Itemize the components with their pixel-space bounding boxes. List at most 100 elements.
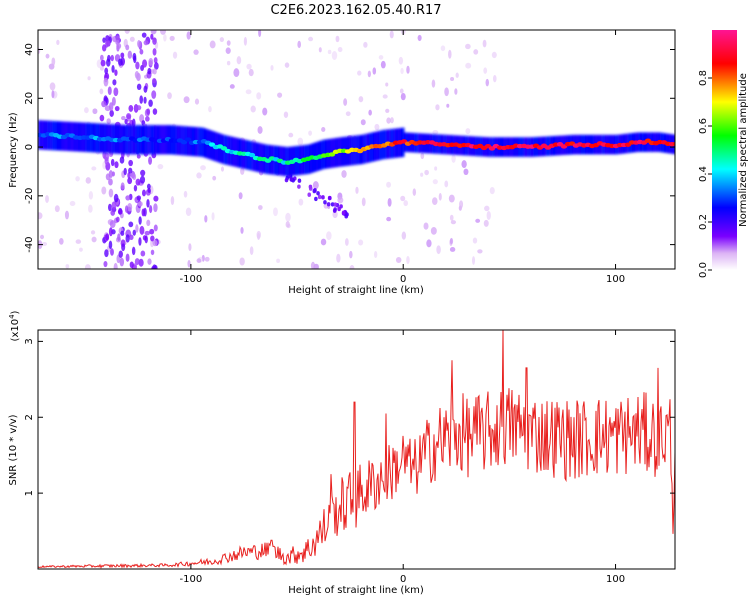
noise-speck xyxy=(386,117,391,124)
ridge-cell xyxy=(180,139,188,145)
noise-speck xyxy=(142,235,147,241)
noise-speck xyxy=(152,48,157,56)
ridge-cell xyxy=(248,152,256,158)
noise-speck xyxy=(472,237,478,244)
noise-speck xyxy=(135,178,141,186)
noise-speck xyxy=(380,60,386,69)
noise-speck xyxy=(357,70,362,76)
noise-speck xyxy=(284,177,289,183)
noise-speck xyxy=(109,220,116,228)
noise-speck xyxy=(54,205,60,213)
noise-speck xyxy=(163,34,167,42)
noise-speck xyxy=(317,194,322,200)
noise-speck xyxy=(131,118,136,128)
snr-panel: -100 0 100 1 2 3 Height of straight line (km… xyxy=(8,310,676,596)
noise-speck xyxy=(79,247,83,252)
noise-speck xyxy=(248,68,254,77)
noise-speck xyxy=(91,166,97,171)
noise-speck xyxy=(132,229,137,236)
noise-speck xyxy=(482,39,487,48)
noise-speck xyxy=(389,30,394,39)
noise-speck xyxy=(147,67,152,75)
noise-speck xyxy=(187,259,191,268)
noise-speck xyxy=(262,107,268,116)
noise-speck xyxy=(148,99,153,107)
colorbar-tick-label: 0.4 xyxy=(698,166,709,182)
noise-speck xyxy=(134,71,139,79)
colorbar-label: Normalized spectral amplitude xyxy=(738,73,749,227)
noise-speck xyxy=(448,194,455,203)
noise-speck xyxy=(120,182,125,190)
noise-speck xyxy=(257,126,263,134)
noise-speck xyxy=(117,233,121,241)
ridge-cell xyxy=(328,152,336,157)
noise-speck xyxy=(204,215,208,223)
noise-speck xyxy=(146,183,151,190)
noise-speck xyxy=(448,49,452,59)
noise-speck xyxy=(245,89,252,95)
noise-speck xyxy=(297,40,302,49)
noise-speck xyxy=(450,76,455,81)
snr-line xyxy=(38,330,675,569)
noise-speck xyxy=(121,116,126,121)
noise-speck xyxy=(127,172,131,179)
noise-speck xyxy=(140,250,146,257)
noise-speck xyxy=(145,116,150,122)
noise-speck xyxy=(310,261,316,269)
noise-speck xyxy=(400,195,406,202)
noise-speck xyxy=(136,195,142,201)
snr-frame xyxy=(37,329,676,570)
noise-speck xyxy=(113,87,119,97)
noise-speck xyxy=(124,30,130,34)
noise-speck xyxy=(308,36,314,42)
noise-speck xyxy=(341,210,346,215)
noise-speck xyxy=(119,156,125,164)
noise-speck xyxy=(455,72,459,78)
noise-speck xyxy=(323,200,327,205)
noise-speck xyxy=(333,202,338,207)
noise-speck xyxy=(152,108,158,115)
noise-speck xyxy=(358,239,364,246)
noise-speck xyxy=(49,82,56,91)
noise-speck xyxy=(146,219,151,226)
snr-y-tick-label: 1 xyxy=(24,490,35,496)
noise-speck xyxy=(100,59,106,67)
noise-speck xyxy=(103,152,109,162)
noise-speck xyxy=(152,37,157,45)
noise-speck xyxy=(449,237,454,245)
chart-title: C2E6.2023.162.05.40.R17 xyxy=(270,3,441,18)
colorbar-tick-label: 0.8 xyxy=(698,70,709,86)
noise-speck xyxy=(385,108,390,113)
noise-speck xyxy=(349,250,353,259)
noise-speck xyxy=(240,167,245,175)
noise-speck xyxy=(150,30,157,35)
noise-speck xyxy=(108,240,113,250)
noise-speck xyxy=(400,67,404,75)
noise-speck xyxy=(367,70,372,78)
noise-speck xyxy=(320,238,327,246)
noise-speck xyxy=(417,34,422,42)
noise-speck xyxy=(99,66,104,71)
noise-speck xyxy=(40,234,45,240)
noise-speck xyxy=(138,237,142,246)
noise-speck xyxy=(212,175,217,181)
noise-speck xyxy=(169,35,175,41)
noise-speck xyxy=(139,175,146,184)
noise-speck xyxy=(363,41,368,48)
noise-speck xyxy=(438,193,442,201)
noise-speck xyxy=(160,30,166,35)
noise-speck xyxy=(297,184,301,189)
noise-speck xyxy=(349,264,355,269)
colorbar-tick-label: 0.0 xyxy=(698,262,709,278)
noise-speck xyxy=(465,128,471,135)
snr-y-label: SNR (10 * v/v) xyxy=(8,414,19,485)
noise-speck xyxy=(387,197,392,207)
noise-speck xyxy=(136,105,142,111)
noise-speck xyxy=(211,212,215,221)
noise-speck xyxy=(75,239,82,244)
noise-speck xyxy=(108,188,114,198)
noise-speck xyxy=(101,186,107,195)
noise-speck xyxy=(289,177,294,182)
colorbar-tick-label: 0.2 xyxy=(698,214,709,230)
